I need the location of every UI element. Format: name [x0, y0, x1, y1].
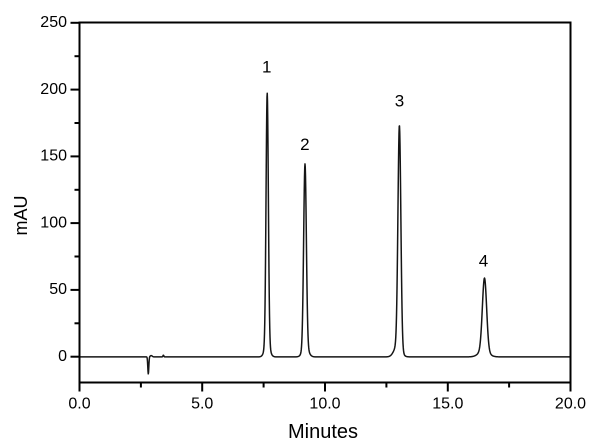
svg-text:0: 0: [58, 348, 67, 365]
svg-text:5.0: 5.0: [191, 395, 213, 412]
svg-text:4: 4: [479, 252, 488, 271]
svg-text:10.0: 10.0: [309, 395, 340, 412]
svg-text:200: 200: [40, 81, 67, 98]
svg-text:250: 250: [40, 14, 67, 31]
svg-text:Minutes: Minutes: [288, 421, 358, 443]
svg-text:50: 50: [49, 281, 67, 298]
svg-text:150: 150: [40, 148, 67, 165]
svg-text:3: 3: [395, 92, 404, 111]
svg-text:mAU: mAU: [11, 196, 31, 236]
svg-text:15.0: 15.0: [432, 395, 463, 412]
svg-text:1: 1: [262, 58, 271, 77]
svg-text:100: 100: [40, 214, 67, 231]
svg-text:0.0: 0.0: [68, 395, 90, 412]
svg-text:2: 2: [300, 135, 309, 154]
svg-text:20.0: 20.0: [555, 395, 586, 412]
